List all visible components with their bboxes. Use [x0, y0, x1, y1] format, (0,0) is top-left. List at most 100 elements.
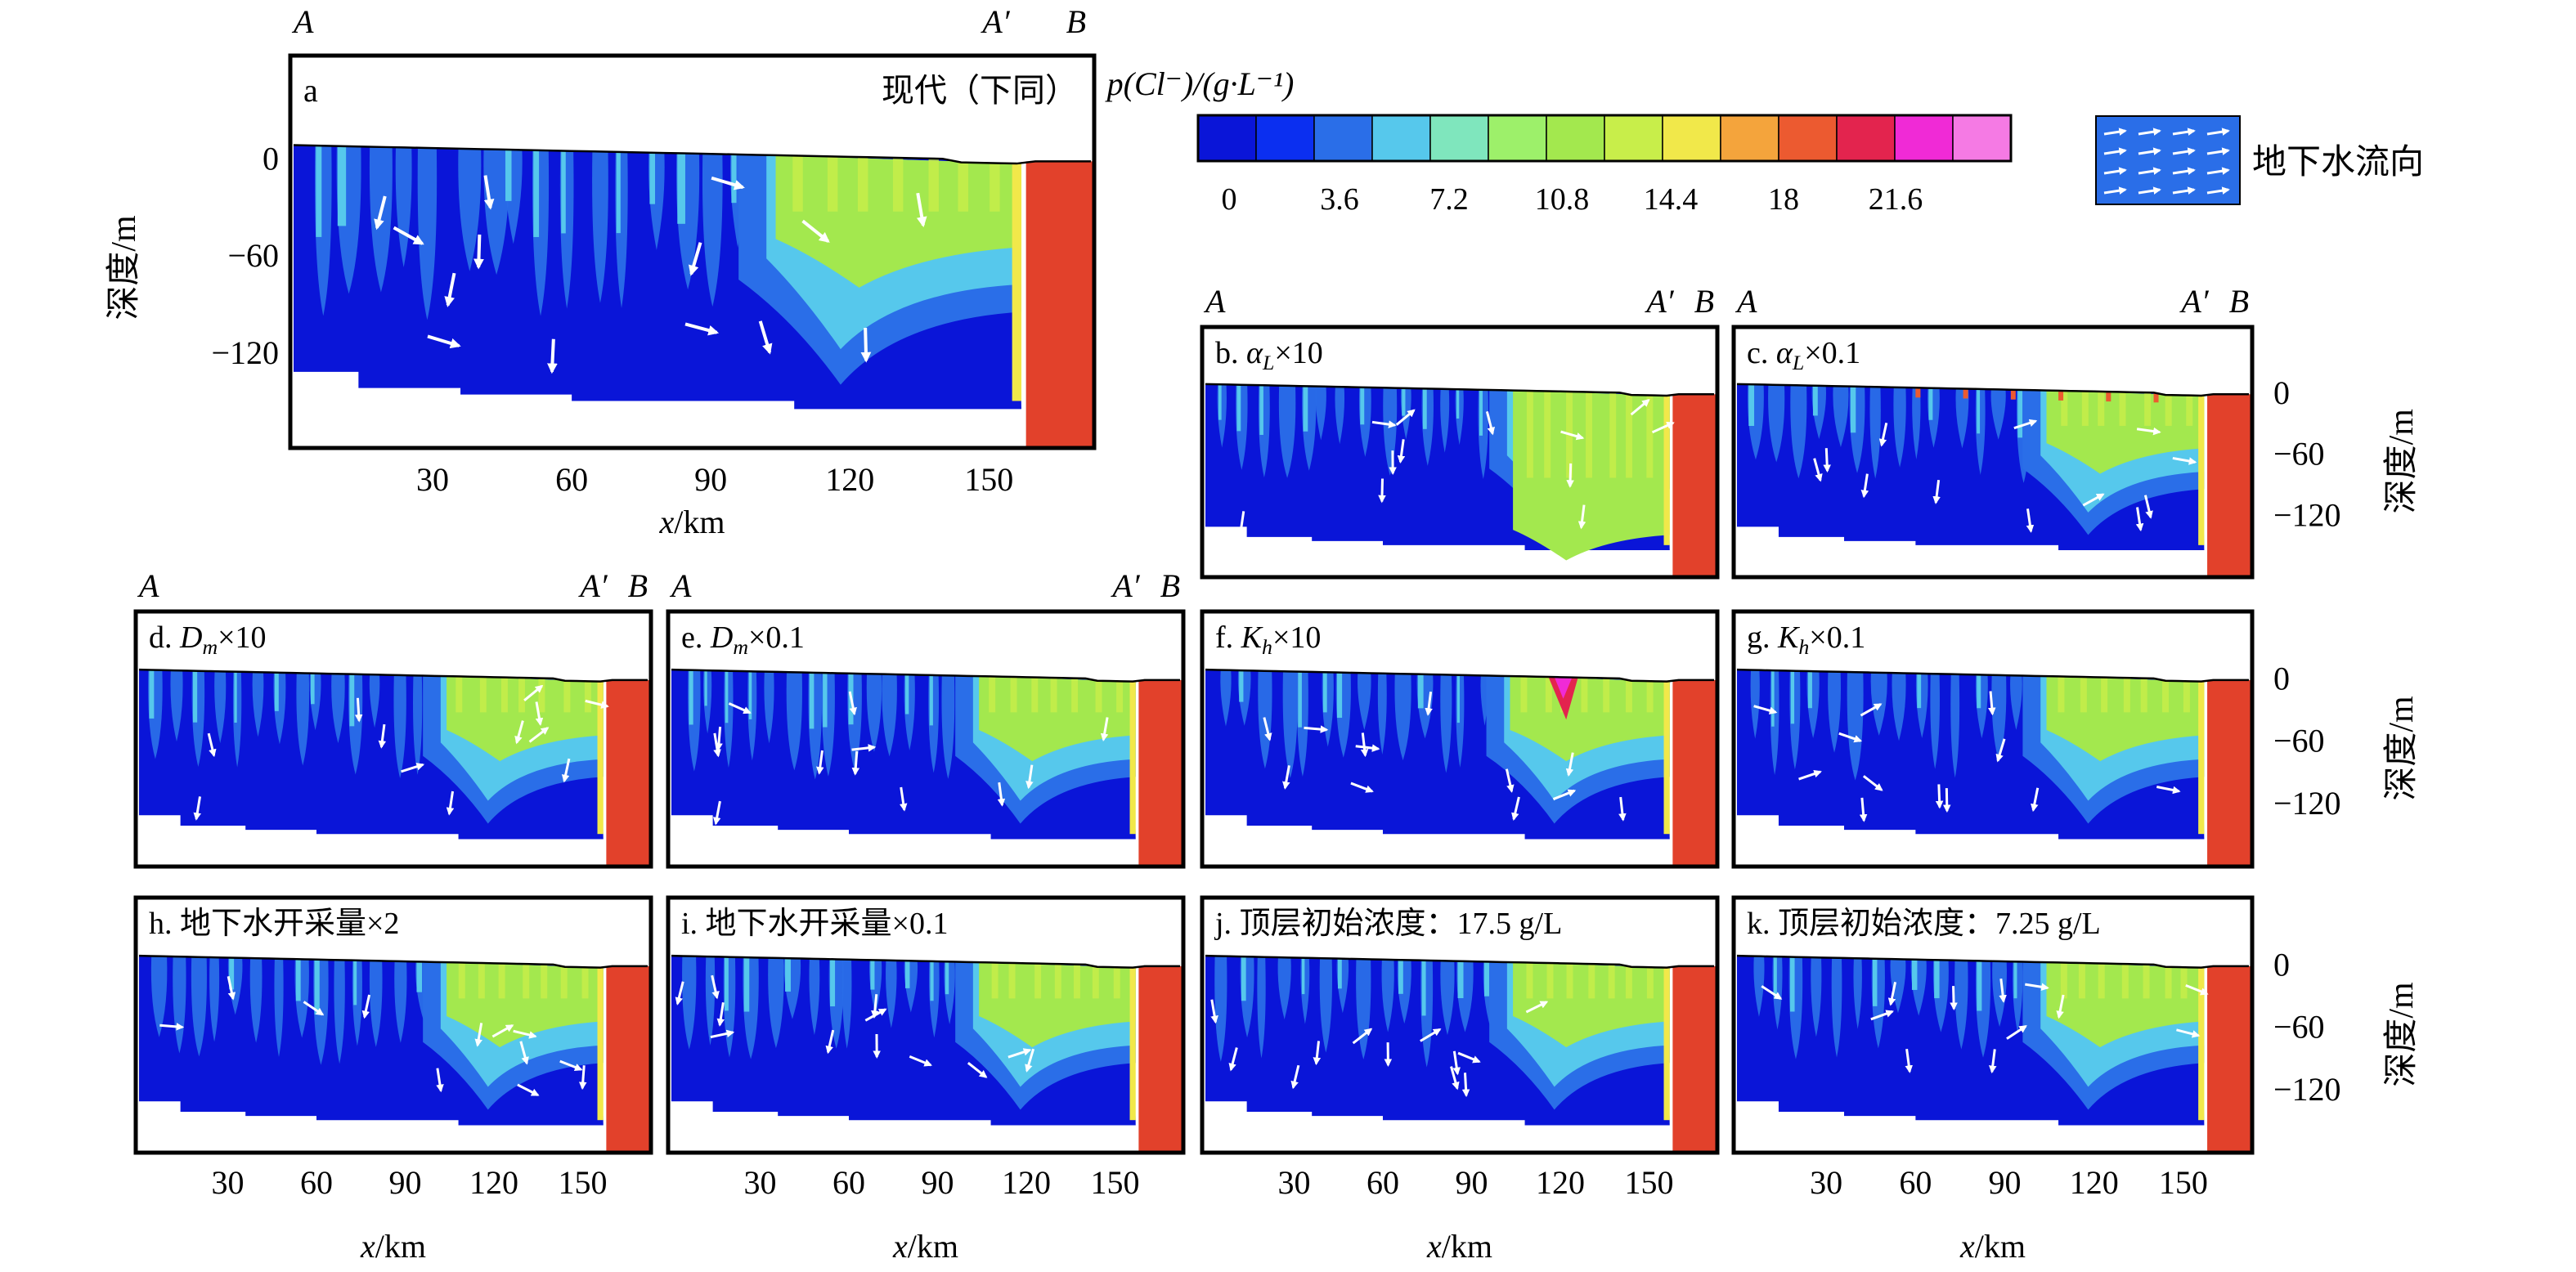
section-end-label: A′ [2179, 283, 2209, 320]
brackish-plume [1394, 674, 1411, 761]
saline-finger [1545, 676, 1552, 713]
sea-end-label: B [2229, 283, 2249, 320]
flow-arrow [1566, 463, 1574, 488]
flow-arrow [1282, 765, 1290, 790]
x-tick-label: 60 [1367, 1164, 1399, 1201]
saline-finger [1113, 967, 1120, 999]
title-band [1202, 611, 1717, 650]
saline-finger [1546, 962, 1554, 999]
y-tick-label: −60 [2273, 1009, 2325, 1046]
flow-arrow [1420, 1028, 1442, 1042]
plume-core [809, 672, 815, 729]
plume-core [904, 674, 909, 714]
panel-title: c. αL×0.1 [1747, 336, 1860, 374]
saline-finger [827, 156, 838, 212]
flow-arrow [2143, 495, 2153, 519]
section-start-label: A [137, 567, 159, 604]
y-tick-label: 0 [2273, 660, 2290, 696]
panel-frame [1731, 325, 2255, 580]
seawater-block [2207, 394, 2252, 577]
saline-finger [2119, 392, 2126, 426]
flow-arrow [1798, 769, 1822, 781]
panel-b: b. αL×10 A A′ B [1200, 283, 1720, 580]
brackish-plume [274, 958, 284, 1057]
flow-arrow [207, 732, 217, 758]
flow-arrow [1397, 439, 1406, 464]
flow-arrow [1371, 420, 1397, 428]
coastal-mixing-strip [1663, 967, 1670, 1121]
flow-arrow [1228, 1047, 1238, 1072]
brackish-plume [841, 959, 852, 1049]
seawater-block [606, 965, 651, 1153]
flow-legend-arrow [2206, 147, 2230, 155]
colorbar-swatch [1662, 114, 1721, 162]
panels: a 现代（下同） A A′ B 30 60 90 120 150 x/km 0 −60 −120 深度/m b… [105, 3, 2421, 1265]
panel-frame [133, 609, 653, 869]
section-start-label: A [669, 567, 692, 604]
flow-arrow [1210, 999, 1218, 1024]
colorbar-tick-label: 0 [1222, 182, 1237, 217]
brackish-plume [1768, 384, 1785, 463]
colorbar-tick-label: 18 [1768, 182, 1799, 217]
saline-finger [1608, 964, 1615, 999]
brackish-plume [1381, 959, 1394, 1032]
flow-arrow [2056, 994, 2065, 1019]
seawater-block [1672, 394, 1717, 577]
brackish-plume [592, 151, 608, 303]
brackish-plume [1912, 387, 1921, 460]
saline-finger [1603, 678, 1610, 713]
flow-arrow [2082, 493, 2105, 507]
flow-arrow [1838, 732, 1863, 743]
plume-core [353, 960, 357, 1006]
plume-core [314, 959, 320, 1015]
plume-core [1748, 384, 1755, 427]
title-band [1202, 327, 1717, 365]
surface-salinity-spot [2106, 392, 2112, 402]
saline-finger [560, 966, 568, 999]
flow-arrow [1560, 430, 1585, 441]
saline-finger [2180, 967, 2188, 999]
x-tick-label: 90 [1989, 1164, 2022, 1201]
plume-core [743, 957, 750, 1012]
brackish-plume [682, 956, 697, 1050]
saline-finger [456, 676, 463, 713]
x-tick-label: 90 [694, 461, 727, 498]
section-end-label: A′ [1110, 567, 1140, 604]
saline-finger [2162, 680, 2170, 713]
flow-arrow [1862, 775, 1883, 791]
saline-finger [2165, 395, 2172, 426]
plume-core [731, 154, 737, 204]
saline-finger [2080, 676, 2087, 713]
flow-arrow [711, 974, 720, 1000]
plume-core [689, 670, 693, 725]
brackish-plume [150, 956, 168, 1037]
saline-finger [1526, 962, 1533, 999]
y-tick-label: −120 [2273, 1071, 2341, 1108]
flow-arrow [483, 175, 495, 210]
brackish-plume [1282, 671, 1298, 778]
flow-arrow [1352, 1028, 1373, 1045]
x-tick-label: 120 [1002, 1164, 1051, 1201]
plume-core [1850, 386, 1856, 433]
panel-title: a [303, 72, 318, 109]
plume-core [229, 957, 235, 990]
flow-legend-arrow [2138, 167, 2161, 175]
brackish-plume [413, 675, 423, 775]
brackish-plume [1358, 673, 1371, 731]
flow-arrow [1651, 421, 1675, 434]
plume-core [1790, 956, 1795, 1012]
land-surface-line [1205, 954, 1714, 969]
plume-core [704, 670, 707, 706]
flow-arrow [1630, 398, 1650, 416]
plume-core [1421, 960, 1426, 1016]
sea-end-label: B [1160, 567, 1180, 604]
saline-finger [2098, 963, 2105, 999]
plume-core [1360, 387, 1365, 425]
brackish-plume [1440, 388, 1450, 453]
y-tick-label: −60 [2273, 436, 2325, 473]
plume-core [1807, 670, 1812, 709]
saline-finger [584, 681, 591, 713]
brackish-plume [394, 961, 407, 1043]
flow-arrow [1350, 782, 1374, 793]
brackish-plume [209, 957, 220, 1042]
